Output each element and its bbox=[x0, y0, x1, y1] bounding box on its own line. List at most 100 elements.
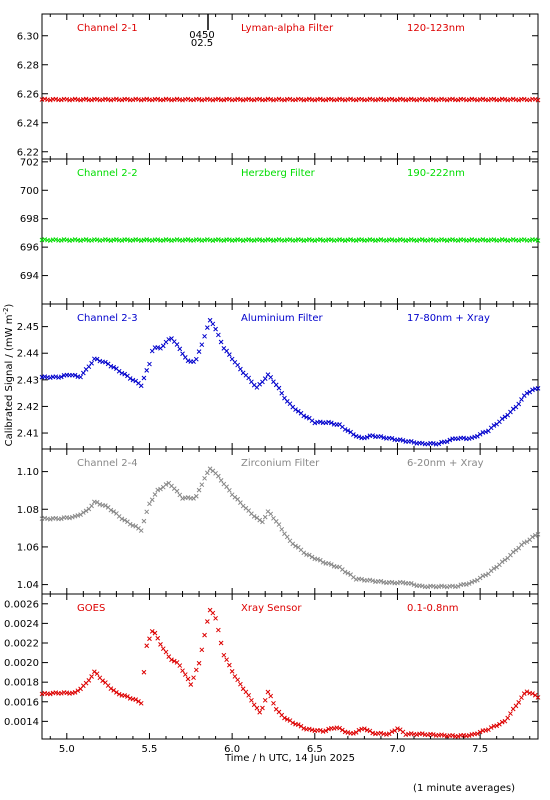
panel-band-label: 120-123nm bbox=[407, 23, 465, 34]
data-point bbox=[246, 375, 252, 381]
data-point bbox=[218, 640, 224, 646]
data-point bbox=[216, 627, 221, 633]
data-point bbox=[180, 668, 185, 674]
data-point bbox=[505, 715, 511, 721]
data-point bbox=[122, 693, 128, 698]
data-point bbox=[171, 658, 177, 664]
data-point bbox=[149, 348, 155, 354]
data-point bbox=[216, 237, 221, 242]
y-tick-label: 2.41 bbox=[17, 429, 39, 440]
data-point bbox=[141, 375, 147, 381]
marker-label-top: 0450 bbox=[189, 30, 214, 41]
data-point bbox=[508, 711, 513, 716]
data-point bbox=[521, 96, 527, 102]
data-point bbox=[356, 434, 362, 440]
panel-band-label: 6-20nm + Xray bbox=[407, 458, 484, 469]
panel-filter-label: Aluminium Filter bbox=[241, 313, 324, 324]
data-point bbox=[395, 580, 400, 586]
data-point bbox=[535, 695, 541, 700]
data-point bbox=[232, 494, 238, 500]
data-point bbox=[180, 97, 185, 103]
data-point bbox=[486, 97, 491, 103]
data-point bbox=[342, 569, 348, 575]
data-point bbox=[89, 360, 94, 366]
y-tick-label: 1.06 bbox=[17, 542, 39, 553]
data-point bbox=[174, 342, 180, 347]
data-point bbox=[191, 238, 196, 243]
y-tick-label: 2.44 bbox=[17, 349, 39, 360]
data-point bbox=[53, 237, 59, 242]
data-point bbox=[317, 96, 323, 102]
data-point bbox=[345, 570, 351, 576]
panel-channel-label: Channel 2-1 bbox=[77, 23, 138, 34]
data-point bbox=[524, 390, 530, 396]
data-point bbox=[166, 337, 172, 342]
data-point bbox=[207, 317, 213, 323]
data-point bbox=[488, 725, 494, 730]
data-point bbox=[353, 238, 359, 243]
data-point bbox=[425, 97, 431, 103]
data-point bbox=[224, 348, 229, 354]
data-point bbox=[353, 97, 359, 103]
panel-frame bbox=[41, 448, 539, 595]
data-point bbox=[114, 237, 119, 242]
data-point bbox=[80, 370, 86, 376]
x-axis-title: Time / h UTC, 14 Jun 2025 bbox=[224, 753, 355, 764]
data-point bbox=[378, 730, 384, 736]
data-point bbox=[378, 434, 384, 439]
data-point bbox=[144, 368, 150, 373]
y-tick-label: 2.45 bbox=[17, 322, 39, 333]
y-tick-label: 694 bbox=[20, 271, 39, 282]
data-series bbox=[39, 466, 541, 590]
data-point bbox=[147, 501, 152, 507]
data-point bbox=[524, 539, 530, 545]
data-point bbox=[111, 364, 116, 370]
data-point bbox=[419, 96, 425, 102]
data-point bbox=[282, 97, 287, 103]
data-point bbox=[180, 351, 185, 357]
data-point bbox=[47, 375, 53, 381]
data-point bbox=[521, 540, 527, 546]
data-point bbox=[47, 238, 53, 243]
data-point bbox=[92, 669, 97, 675]
data-point bbox=[317, 237, 323, 242]
data-point bbox=[158, 486, 163, 492]
data-point bbox=[425, 441, 431, 447]
data-point bbox=[323, 238, 329, 243]
data-point bbox=[306, 726, 312, 732]
data-point bbox=[89, 238, 94, 243]
data-point bbox=[455, 436, 461, 442]
data-point bbox=[455, 97, 461, 103]
data-point bbox=[221, 652, 227, 658]
data-point bbox=[461, 96, 466, 102]
data-point bbox=[378, 578, 384, 584]
data-point bbox=[257, 517, 263, 523]
data-point bbox=[185, 237, 191, 242]
data-point bbox=[530, 534, 535, 540]
data-point bbox=[144, 509, 150, 515]
y-tick-label: 6.30 bbox=[17, 31, 39, 42]
data-point bbox=[282, 238, 287, 243]
data-point bbox=[491, 96, 497, 102]
data-point bbox=[199, 482, 205, 488]
data-series bbox=[39, 317, 541, 447]
data-point bbox=[251, 97, 257, 103]
data-point bbox=[337, 725, 342, 731]
data-point bbox=[400, 438, 406, 443]
data-point bbox=[301, 550, 307, 556]
data-point bbox=[144, 643, 150, 649]
data-point bbox=[370, 578, 376, 584]
data-point bbox=[348, 237, 353, 242]
footnote: (1 minute averages) bbox=[413, 783, 515, 794]
data-point bbox=[535, 238, 541, 243]
data-point bbox=[469, 435, 475, 441]
data-point bbox=[58, 97, 64, 103]
data-point bbox=[185, 495, 191, 500]
panel-3: 2.41 2.42 2.43 2.44 2.45 Channel 2-3 Aluminium… bbox=[17, 303, 541, 450]
y-tick-label: 6.28 bbox=[17, 60, 39, 71]
data-point bbox=[483, 572, 488, 578]
data-point bbox=[196, 96, 202, 102]
data-point bbox=[185, 358, 191, 364]
data-point bbox=[419, 237, 425, 242]
